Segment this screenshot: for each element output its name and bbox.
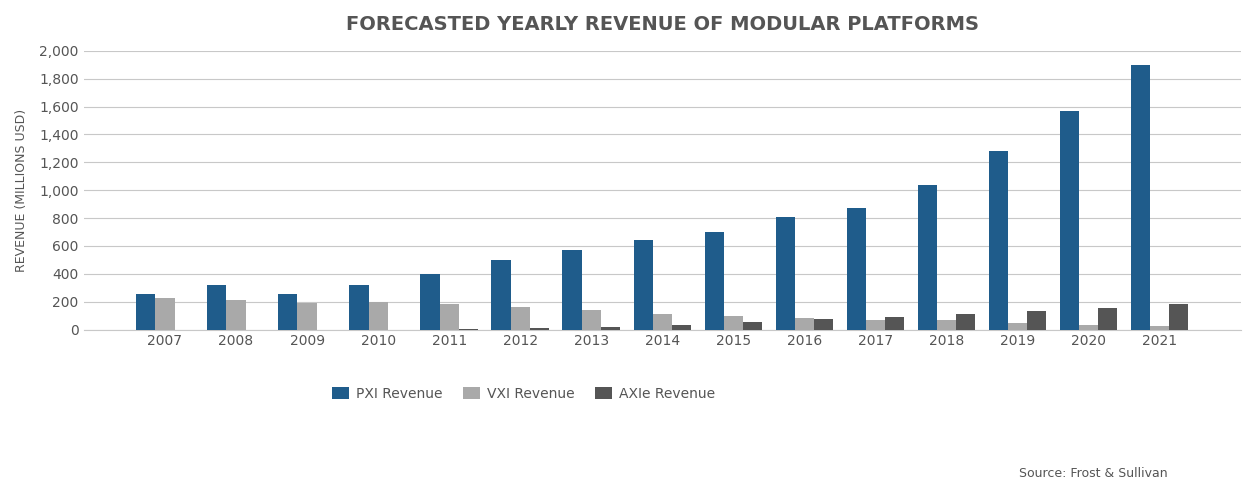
Text: Source: Frost & Sullivan: Source: Frost & Sullivan [1020,467,1168,480]
Bar [349,285,368,330]
Title: FORECASTED YEARLY REVENUE OF MODULAR PLATFORMS: FORECASTED YEARLY REVENUE OF MODULAR PLA… [345,15,978,34]
Bar [776,217,795,330]
Bar [491,260,511,330]
Bar [136,294,156,330]
Bar [672,325,691,330]
Bar [279,294,298,330]
Bar [723,316,744,330]
Bar [633,241,653,330]
Bar [511,307,530,330]
Bar [440,304,458,330]
Bar [1169,304,1188,330]
Bar [207,285,226,330]
Bar [1027,311,1046,330]
Bar [1150,326,1169,330]
Legend: PXI Revenue, VXI Revenue, AXIe Revenue: PXI Revenue, VXI Revenue, AXIe Revenue [327,381,721,406]
Y-axis label: REVENUE (MILLIONS USD): REVENUE (MILLIONS USD) [15,109,28,272]
Bar [368,302,388,330]
Bar [847,208,865,330]
Bar [1007,322,1027,330]
Bar [156,297,175,330]
Bar [582,310,600,330]
Bar [885,317,904,330]
Bar [795,318,814,330]
Bar [1060,111,1079,330]
Bar [298,303,317,330]
Bar [1098,308,1118,330]
Bar [865,320,885,330]
Bar [421,274,440,330]
Bar [563,250,582,330]
Bar [226,300,246,330]
Bar [653,314,672,330]
Bar [1130,65,1150,330]
Bar [814,319,833,330]
Bar [937,320,956,330]
Bar [705,232,723,330]
Bar [956,314,975,330]
Bar [1079,325,1098,330]
Bar [744,322,762,330]
Bar [988,151,1007,330]
Bar [918,185,937,330]
Bar [530,328,549,330]
Bar [600,327,620,330]
